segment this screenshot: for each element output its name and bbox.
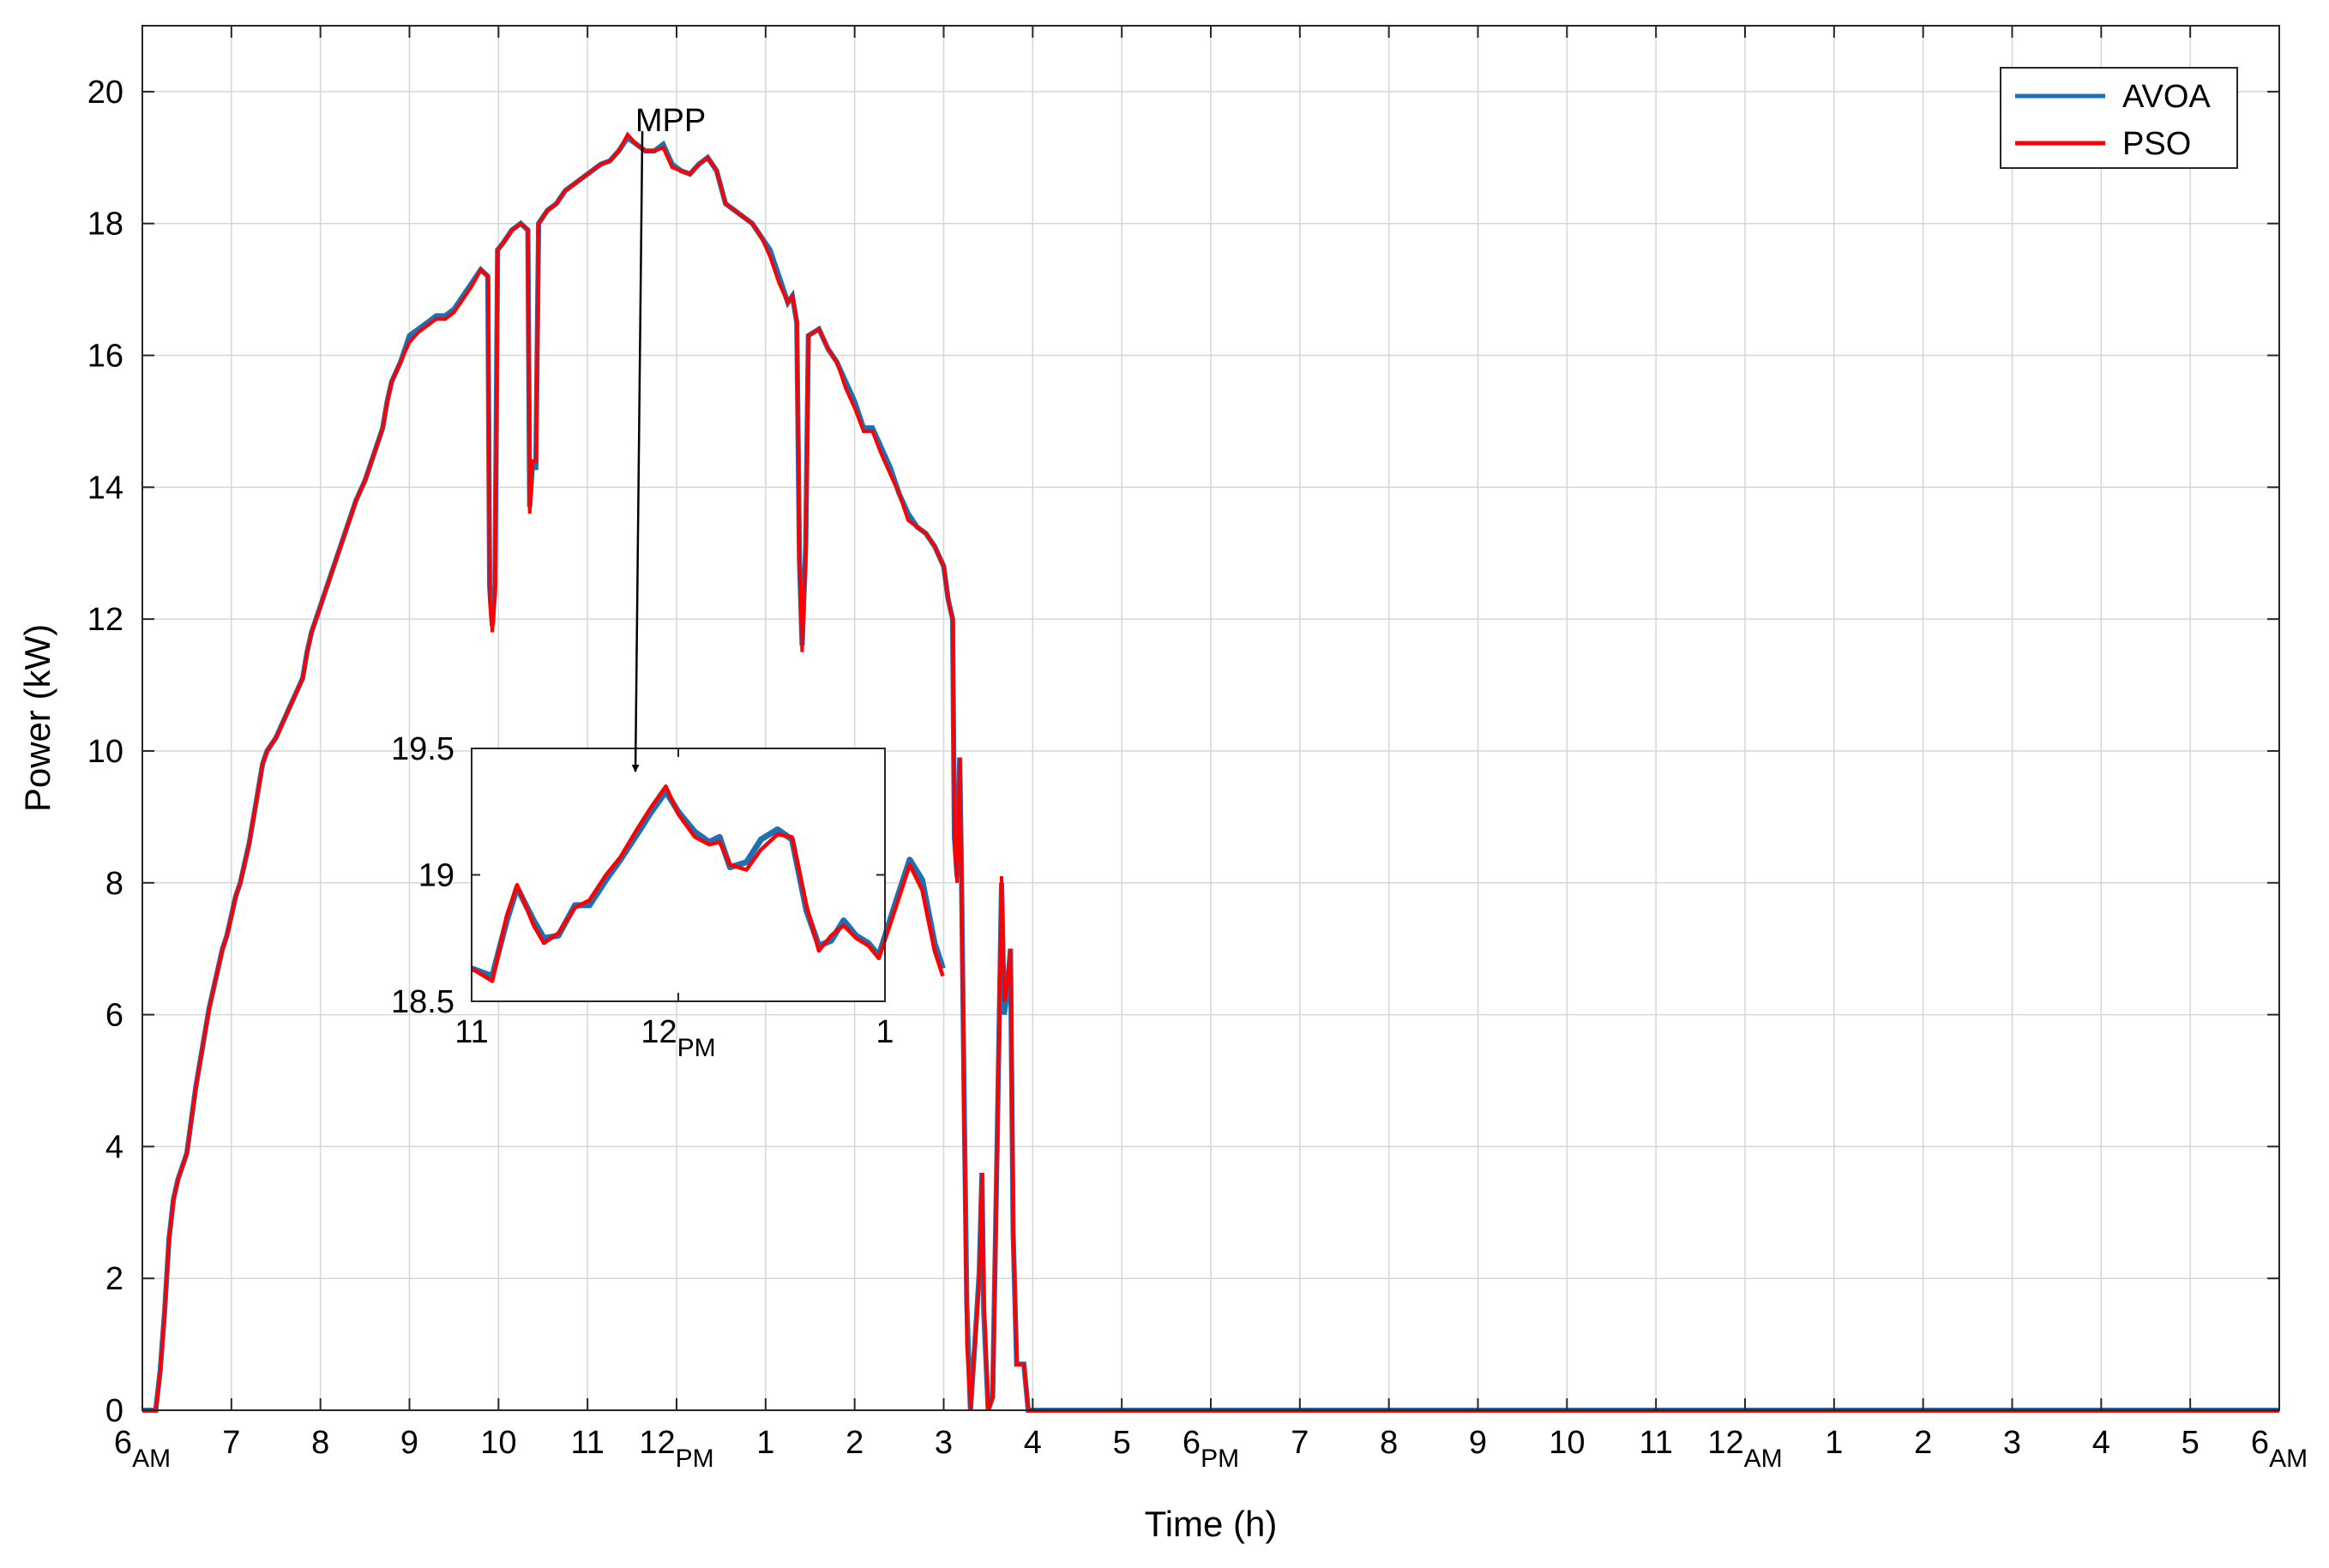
mpp-label: MPP — [635, 103, 706, 139]
x-tick-label: 3 — [935, 1425, 953, 1461]
x-tick-label: 10 — [480, 1425, 516, 1461]
x-tick-label: 12PM — [639, 1425, 713, 1473]
x-tick-label: 6AM — [114, 1425, 171, 1473]
inset-zoom: 11 12PM 1 18.5 19 19.5 — [391, 731, 946, 1062]
x-tick-label: 9 — [400, 1425, 418, 1461]
x-tick-label: 6PM — [1183, 1425, 1239, 1473]
y-tick-label: 10 — [87, 734, 123, 770]
inset-x-tick-labels: 11 12PM 1 — [454, 1014, 894, 1062]
x-tick-label: 4 — [2092, 1425, 2110, 1461]
inset-x-tick-label: 11 — [454, 1014, 488, 1050]
legend-label-avoa: AVOA — [2122, 79, 2211, 115]
series-line-pso — [142, 131, 2279, 1412]
x-tick-label: 7 — [1291, 1425, 1309, 1461]
x-tick-label: 8 — [1380, 1425, 1398, 1461]
x-tick-label: 4 — [1024, 1425, 1042, 1461]
x-tick-label: 5 — [2182, 1425, 2200, 1461]
x-tick-label: 1 — [1825, 1425, 1843, 1461]
x-tick-label: 2 — [846, 1425, 864, 1461]
x-tick-label: 1 — [756, 1425, 774, 1461]
x-tick-label: 10 — [1549, 1425, 1585, 1461]
inset-background — [472, 748, 885, 1001]
inset-y-tick-label: 19 — [418, 858, 454, 894]
legend-box — [2000, 67, 2238, 169]
x-tick-label: 6AM — [2251, 1425, 2308, 1473]
y-tick-label: 16 — [87, 339, 123, 375]
y-tick-label: 12 — [87, 602, 123, 638]
x-tick-label: 11 — [570, 1425, 604, 1461]
x-tick-labels: 6AM 7 8 9 10 11 12PM 1 2 3 4 5 6PM 7 8 9 10 11 12AM 1 2 3 4 5 6A… — [114, 1425, 2308, 1473]
mpp-annotation: MPP — [631, 103, 706, 772]
inset-y-tick-labels: 18.5 19 19.5 — [391, 731, 454, 1020]
y-tick-label: 14 — [87, 470, 123, 506]
inset-axis-ticks — [471, 748, 886, 1002]
x-axis-title: Time (h) — [1145, 1504, 1278, 1544]
mpp-arrow — [631, 130, 644, 772]
y-tick-label: 8 — [105, 866, 123, 902]
x-tick-label: 2 — [1914, 1425, 1932, 1461]
y-axis-title: Power (kW) — [17, 624, 57, 812]
inset-x-tick-label: 1 — [876, 1014, 894, 1050]
y-tick-label: 4 — [105, 1129, 123, 1165]
y-tick-label: 18 — [87, 207, 123, 243]
y-tick-label: 0 — [105, 1393, 123, 1429]
inset-y-tick-label: 18.5 — [391, 984, 454, 1020]
inset-series-layer — [470, 784, 946, 983]
series-layer — [142, 131, 2279, 1413]
axis-ticks — [141, 26, 2280, 1411]
y-tick-label: 6 — [105, 998, 123, 1034]
y-tick-labels: 0 2 4 6 8 10 12 14 16 18 20 — [87, 75, 123, 1429]
inset-series-line-pso — [470, 784, 945, 983]
legend: AVOA PSO — [2000, 67, 2238, 169]
x-tick-label: 11 — [1639, 1425, 1672, 1461]
inset-x-tick-label: 12PM — [641, 1014, 715, 1062]
x-tick-label: 3 — [2003, 1425, 2021, 1461]
x-tick-label: 9 — [1469, 1425, 1487, 1461]
x-tick-label: 8 — [311, 1425, 329, 1461]
x-tick-label: 7 — [222, 1425, 240, 1461]
legend-label-pso: PSO — [2122, 126, 2191, 162]
x-tick-label: 12AM — [1707, 1425, 1782, 1473]
inset-y-tick-label: 19.5 — [391, 731, 454, 767]
x-tick-label: 5 — [1113, 1425, 1131, 1461]
y-tick-label: 20 — [87, 75, 123, 111]
y-tick-label: 2 — [105, 1261, 123, 1297]
